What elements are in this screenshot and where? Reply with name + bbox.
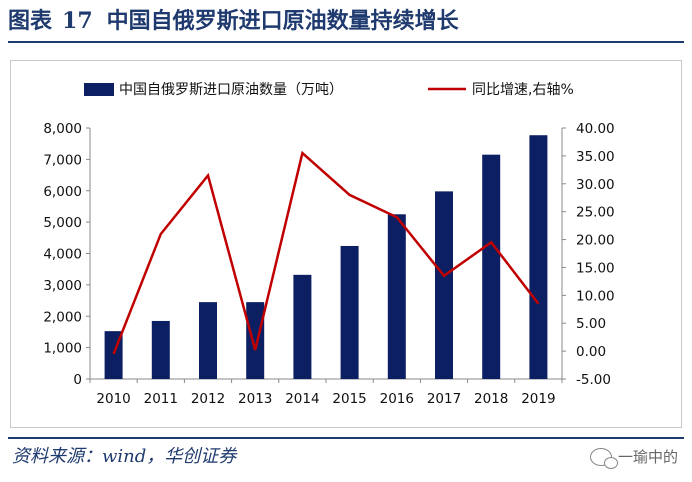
- x-tick-label: 2010: [96, 391, 130, 407]
- growth-line: [112, 150, 540, 355]
- y-left-tick-label: 2,000: [43, 309, 82, 325]
- bar-2011: [151, 320, 170, 379]
- figure-number: 17: [62, 8, 93, 34]
- bar-2019: [529, 135, 548, 379]
- y-left-tick-label: 4,000: [43, 247, 82, 263]
- x-tick-label: 2016: [380, 391, 414, 407]
- bar-2017: [435, 191, 453, 379]
- legend-line-label: 同比增速,右轴%: [472, 82, 574, 98]
- legend-bar-swatch: [84, 83, 114, 96]
- y-right-tick-label: 25.00: [576, 205, 615, 221]
- legend-bar-label: 中国自俄罗斯进口原油数量（万吨）: [119, 82, 343, 98]
- figure-title: 图表 17 中国自俄罗斯进口原油数量持续增长: [8, 4, 459, 38]
- watermark: 一瑜中的: [589, 442, 678, 472]
- y-left-tick-label: 3,000: [43, 278, 82, 294]
- figure-label: 图表: [8, 8, 53, 34]
- wechat-icon: [589, 448, 618, 469]
- y-left-tick-label: 8,000: [43, 121, 82, 137]
- y-left-tick-label: 0: [73, 372, 82, 388]
- y-left-tick-label: 6,000: [43, 184, 82, 200]
- title-divider: [8, 41, 684, 43]
- y-left-tick-label: 7,000: [43, 152, 82, 168]
- figure-title-text: 中国自俄罗斯进口原油数量持续增长: [106, 8, 459, 34]
- y-left-tick-label: 5,000: [43, 215, 82, 231]
- bar-2014: [293, 274, 312, 379]
- line-series: [112, 150, 540, 355]
- bar-series: [104, 135, 548, 379]
- y-left-tick-label: 1,000: [43, 341, 82, 357]
- y-right-tick-label: 15.00: [576, 260, 615, 276]
- x-tick-label: 2017: [427, 391, 461, 407]
- bar-2015: [340, 245, 359, 379]
- bar-2012: [199, 302, 217, 379]
- y-right-tick-label: -5.00: [576, 372, 611, 388]
- bar-2018: [482, 154, 501, 379]
- y-right-tick-label: 5.00: [576, 316, 606, 332]
- y-right-tick-label: 35.00: [576, 149, 615, 165]
- chart-frame: [10, 60, 682, 428]
- y-right-tick-label: 30.00: [576, 177, 615, 193]
- x-tick-label: 2018: [474, 391, 508, 407]
- y-right-tick-label: 40.00: [576, 121, 615, 137]
- footer-divider: [8, 437, 684, 439]
- y-right-tick-label: 20.00: [576, 233, 615, 249]
- x-tick-label: 2013: [238, 391, 272, 407]
- bar-2013: [246, 302, 265, 379]
- chart-axes: 0 1,000 2,000 3,000 4,000 5,000 6,000 7,000 8,00…: [43, 121, 614, 407]
- x-tick-label: 2011: [144, 391, 178, 407]
- watermark-text: 一瑜中的: [617, 448, 678, 466]
- x-tick-label: 2012: [191, 391, 225, 407]
- y-right-tick-label: 0.00: [576, 344, 606, 360]
- x-tick-label: 2015: [332, 391, 366, 407]
- x-tick-label: 2019: [521, 391, 555, 407]
- y-right-tick-label: 10.00: [576, 288, 615, 304]
- chart-legend: 中国自俄罗斯进口原油数量（万吨） 同比增速,右轴%: [84, 82, 574, 98]
- x-tick-label: 2014: [285, 391, 319, 407]
- bar-2016: [387, 214, 406, 379]
- source-note: 资料来源：wind，华创证券: [12, 446, 237, 467]
